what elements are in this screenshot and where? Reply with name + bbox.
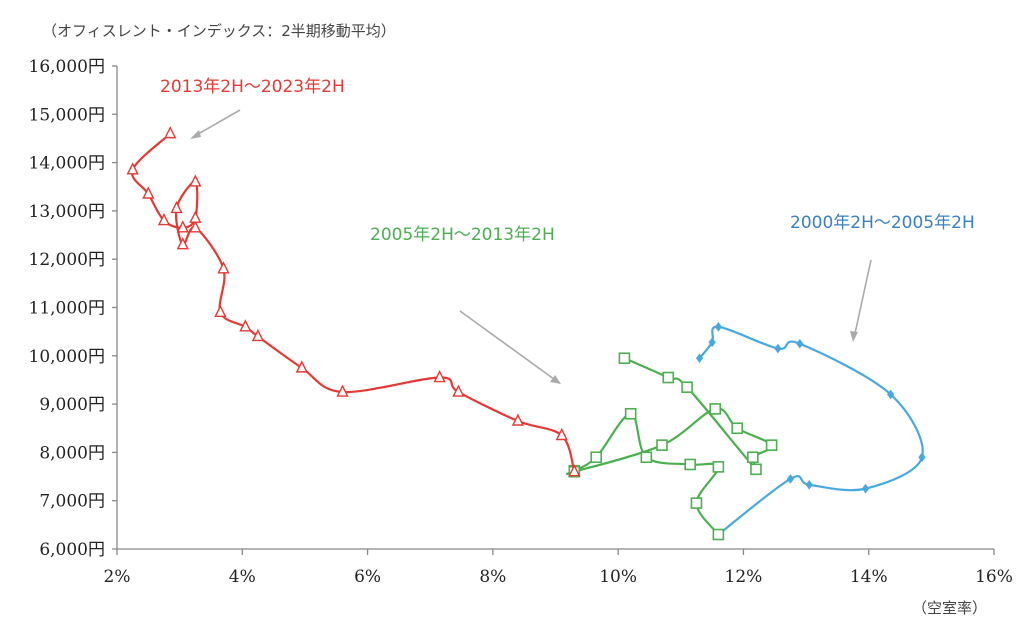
data-point <box>731 422 743 435</box>
data-point <box>786 474 795 484</box>
y-tick-label: 13,000円 <box>29 202 105 222</box>
data-point <box>568 464 581 477</box>
data-point <box>511 413 525 426</box>
arrow-red-head <box>190 130 201 139</box>
data-point <box>690 497 703 509</box>
arrow-blue <box>853 259 872 339</box>
data-point <box>555 427 568 441</box>
data-point <box>157 212 171 226</box>
data-point <box>590 451 603 464</box>
data-point <box>712 461 725 473</box>
data-point <box>887 389 895 400</box>
data-point <box>774 343 782 354</box>
data-point <box>189 174 202 187</box>
data-point <box>765 439 778 451</box>
x-tick-label: 4% <box>229 567 256 587</box>
x-tick-label: 8% <box>479 567 506 587</box>
data-point <box>640 451 653 464</box>
data-point <box>624 407 637 420</box>
label-series-2005-2013: 2005年2H～2013年2H <box>370 225 555 245</box>
data-point <box>176 237 189 250</box>
data-point <box>709 403 722 415</box>
data-point <box>695 353 704 364</box>
x-ticks: 2% 4% 6% 8% 10% 12% 14% 16% <box>104 549 1013 587</box>
data-point <box>684 458 696 471</box>
data-point <box>918 452 926 463</box>
y-tick-label: 6,000円 <box>39 540 105 560</box>
data-point <box>214 304 227 318</box>
x-tick-label: 10% <box>599 567 637 587</box>
arrow-red <box>192 109 241 138</box>
x-tick-label: 14% <box>850 567 888 587</box>
label-series-2000-2005: 2000年2H～2005年2H <box>790 213 975 233</box>
data-point <box>712 528 725 541</box>
data-point <box>217 261 230 274</box>
y-tick-label: 14,000円 <box>29 154 105 174</box>
data-point <box>618 352 631 365</box>
x-axis-label: （空室率） <box>912 599 987 617</box>
arrow-green <box>459 310 559 383</box>
data-point <box>662 371 675 384</box>
data-point <box>805 479 813 490</box>
y-tick-label: 10,000円 <box>29 347 105 367</box>
x-tick-label: 16% <box>975 567 1013 587</box>
data-point <box>126 162 139 175</box>
label-series-2013-2023: 2013年2H～2023年2H <box>160 77 345 97</box>
data-point <box>433 369 446 383</box>
data-point <box>239 319 252 332</box>
data-point <box>747 451 759 464</box>
data-point <box>656 439 668 451</box>
series-2 <box>126 126 581 477</box>
data-point <box>189 210 202 223</box>
x-tick-label: 12% <box>725 567 763 587</box>
y-tick-label: 11,000円 <box>29 299 105 319</box>
x-tick-label: 6% <box>354 567 381 587</box>
y-tick-label: 8,000円 <box>39 443 105 463</box>
arrow-green-head <box>550 375 561 384</box>
series-1 <box>565 352 778 541</box>
y-tick-label: 9,000円 <box>39 395 105 415</box>
y-tick-label: 15,000円 <box>29 105 105 125</box>
data-point <box>142 186 155 199</box>
chart-subtitle: （オフィスレント・インデックス：2半期移動平均） <box>42 22 396 40</box>
data-point <box>796 338 804 349</box>
annotation-arrows <box>190 109 872 384</box>
y-tick-label: 7,000円 <box>39 492 105 512</box>
data-point <box>708 337 716 348</box>
arrow-blue-head <box>850 331 858 342</box>
data-point <box>176 220 189 233</box>
y-ticks: 6,000円 7,000円 8,000円 9,000円 10,000円 11,000円 12… <box>29 57 117 560</box>
data-point <box>164 126 177 139</box>
x-tick-label: 2% <box>104 567 131 587</box>
data-point <box>295 360 308 373</box>
data-point <box>452 384 465 397</box>
data-point <box>861 483 870 494</box>
data-point <box>714 321 722 332</box>
y-tick-label: 12,000円 <box>29 250 105 270</box>
axes <box>116 66 994 550</box>
data-point <box>251 328 265 342</box>
data-point <box>189 220 202 233</box>
data-point <box>170 200 183 214</box>
data-point <box>750 463 762 476</box>
data-point <box>681 381 693 393</box>
series-line <box>565 357 773 536</box>
series-0 <box>695 321 926 540</box>
series-group <box>126 126 926 541</box>
data-point <box>336 384 349 397</box>
y-tick-label: 16,000円 <box>29 57 105 77</box>
